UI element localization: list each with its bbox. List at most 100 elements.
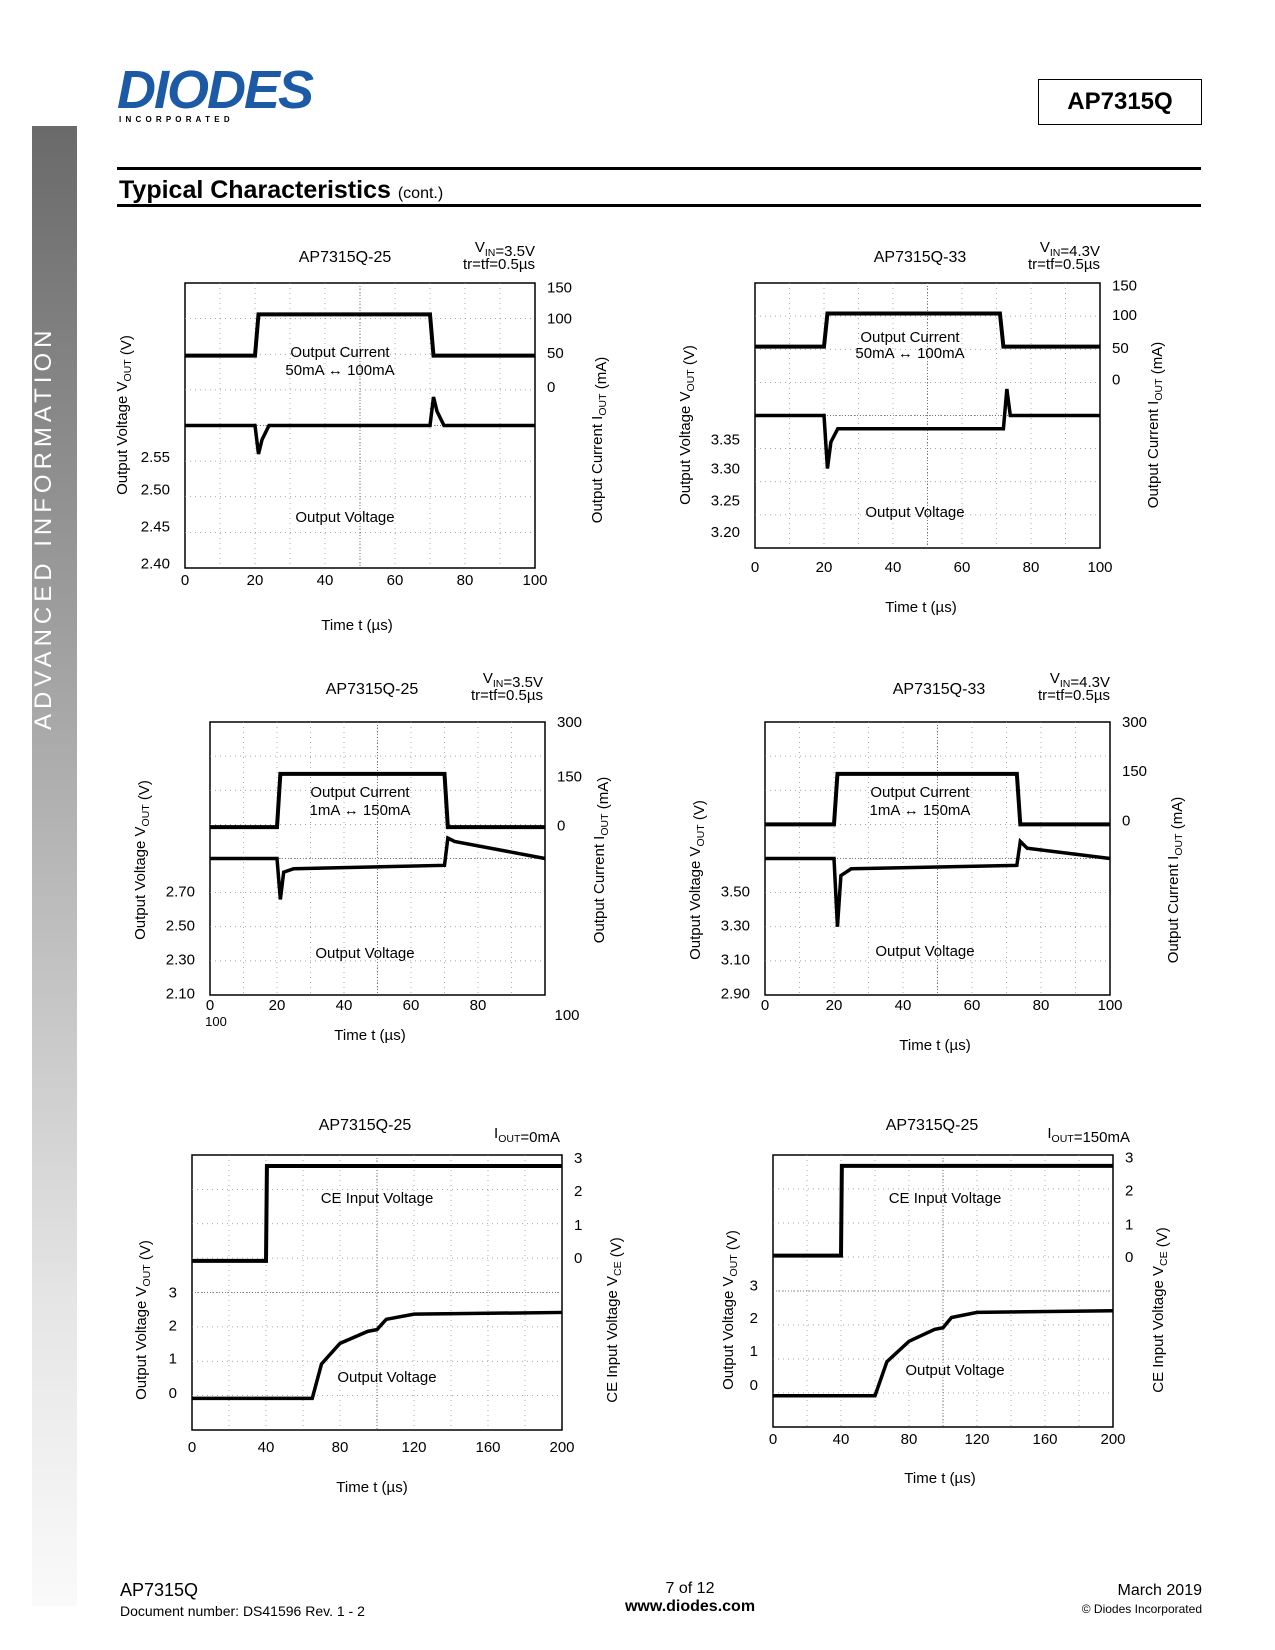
chart-title: AP7315Q-25 <box>326 681 419 698</box>
right-tick-label: 3 <box>574 1150 582 1167</box>
part-number-box: AP7315Q <box>1038 79 1202 125</box>
title-rule-top <box>117 167 1201 170</box>
series-output-current <box>210 771 545 830</box>
left-tick-label: 0 <box>750 1377 758 1394</box>
annotation-ce: CE Input Voltage <box>321 1190 434 1207</box>
right-tick-label: 150 <box>1122 763 1147 780</box>
company-logo: DIODES I N C O R P O R A T E D <box>117 60 347 124</box>
x-tick-label: 0 <box>181 572 189 589</box>
chart-condition: IOUT=0mA <box>494 1125 560 1146</box>
left-tick-label: 3.20 <box>711 524 740 541</box>
x-axis-label: Time t (µs) <box>904 1470 975 1487</box>
right-tick-label: 0 <box>1112 372 1120 389</box>
x-axis-label: Time t (µs) <box>336 1479 407 1496</box>
chart-condition: VIN=3.5V <box>475 239 535 260</box>
chart-condition: VIN=4.3V <box>1040 239 1100 260</box>
x-tick-label: 20 <box>816 559 833 576</box>
chart-condition: tr=tf=0.5µs <box>1038 687 1110 704</box>
x-axis-label: Time t (µs) <box>321 617 392 634</box>
chart-title: AP7315Q-33 <box>874 249 967 266</box>
x-tick-label: 100 <box>554 1007 579 1024</box>
x-tick-label: 80 <box>470 997 487 1014</box>
x-tick-label: 0 <box>751 559 759 576</box>
right-tick-label: 1 <box>574 1217 582 1234</box>
footer-part: AP7315Q <box>120 1580 199 1600</box>
logo-wordmark: DIODES <box>117 62 314 120</box>
section-title: Typical Characteristics (cont.) <box>119 176 443 205</box>
x-tick-label: 0 <box>188 1439 196 1456</box>
x-tick-label: 100 <box>1097 997 1122 1014</box>
left-tick-label: 2.70 <box>166 883 195 900</box>
right-tick-label: 1 <box>1125 1216 1133 1233</box>
x-tick-label: 40 <box>885 559 902 576</box>
x-tick-label: 40 <box>317 572 334 589</box>
x-tick-label: 80 <box>901 1431 918 1448</box>
sidebar <box>32 126 77 1606</box>
chart-title: AP7315Q-25 <box>319 1117 412 1134</box>
x-axis-label: Time t (µs) <box>885 599 956 616</box>
right-tick-label: 0 <box>547 379 555 396</box>
footer-doc-number: Document number: DS41596 Rev. 1 - 2 <box>120 1603 365 1619</box>
annotation-current-range: 1mA ↔ 150mA <box>870 802 971 819</box>
section-title-main: Typical Characteristics <box>119 176 391 204</box>
left-tick-label: 2.30 <box>166 952 195 969</box>
series-output-current <box>185 312 535 358</box>
series-output-voltage <box>755 388 1100 469</box>
left-tick-label: 3 <box>750 1278 758 1295</box>
x-tick-label: 160 <box>475 1439 500 1456</box>
left-tick-label: 1 <box>169 1351 177 1368</box>
chart-title: AP7315Q-33 <box>893 681 986 698</box>
x-tick-label: 80 <box>332 1439 349 1456</box>
x-tick-label: 120 <box>401 1439 426 1456</box>
left-tick-label: 2.55 <box>141 449 170 466</box>
left-tick-label: 2.90 <box>721 986 750 1003</box>
x-tick-label: 80 <box>457 572 474 589</box>
left-tick-label: 0 <box>169 1385 177 1402</box>
annotation-current: Output Current <box>860 329 960 346</box>
right-tick-label: 300 <box>1122 714 1147 731</box>
annotation-current-range: 1mA ↔ 150mA <box>310 802 411 819</box>
footer-url[interactable]: www.diodes.com <box>624 1598 756 1615</box>
x-tick-label: 60 <box>954 559 971 576</box>
y-axis-label-right: Output Current IOUT (mA) <box>591 777 612 943</box>
x-tick-label: 120 <box>964 1431 989 1448</box>
x-tick-label: 200 <box>549 1439 574 1456</box>
x-axis-label: Time t (µs) <box>899 1037 970 1054</box>
annotation-current: Output Current <box>310 784 410 801</box>
x-tick-label: 40 <box>833 1431 850 1448</box>
right-tick-label: 150 <box>557 769 582 786</box>
y-axis-label-left: Output Voltage VOUT (V) <box>114 335 135 495</box>
series-ce-input-voltage <box>192 1164 562 1263</box>
chart-condition: VIN=3.5V <box>483 670 543 691</box>
x-tick-label: 20 <box>247 572 264 589</box>
x-tick-label: 20 <box>826 997 843 1014</box>
x-tick-label: 60 <box>387 572 404 589</box>
right-tick-label: 0 <box>1125 1249 1133 1266</box>
left-tick-label: 2.50 <box>166 917 195 934</box>
footer-date: March 2019 <box>1117 1582 1203 1599</box>
y-axis-label-right: Output Current IOUT (mA) <box>1145 342 1166 508</box>
right-tick-label: 100 <box>547 311 572 328</box>
x-tick-label: 60 <box>964 997 981 1014</box>
y-axis-label-right: CE Input Voltage VCE (V) <box>1150 1227 1171 1393</box>
annotation-voltage: Output Voltage <box>295 509 394 526</box>
right-tick-label: 50 <box>1112 340 1129 357</box>
right-tick-label: 0 <box>557 818 565 835</box>
right-tick-label: 50 <box>547 345 564 362</box>
chart-condition: VIN=4.3V <box>1050 670 1110 691</box>
y-axis-label-left: Output Voltage VOUT (V) <box>132 780 153 940</box>
x-tick-label: 0 <box>769 1431 777 1448</box>
x-tick-label: 160 <box>1032 1431 1057 1448</box>
chart-condition: tr=tf=0.5µs <box>463 256 535 273</box>
series-output-voltage <box>773 1308 1114 1398</box>
x-axis-label: Time t (µs) <box>334 1027 405 1044</box>
series-output-current <box>765 771 1110 827</box>
annotation-current: Output Current <box>290 344 390 361</box>
x-tick-label: 0 <box>206 997 214 1014</box>
series-ce-input-voltage <box>773 1163 1113 1258</box>
annotation-voltage: Output Voltage <box>905 1362 1004 1379</box>
left-tick-label: 3.35 <box>711 431 740 448</box>
chart-condition: IOUT=150mA <box>1047 1125 1130 1146</box>
right-tick-label: 0 <box>574 1250 582 1267</box>
left-tick-label: 3.30 <box>721 917 750 934</box>
